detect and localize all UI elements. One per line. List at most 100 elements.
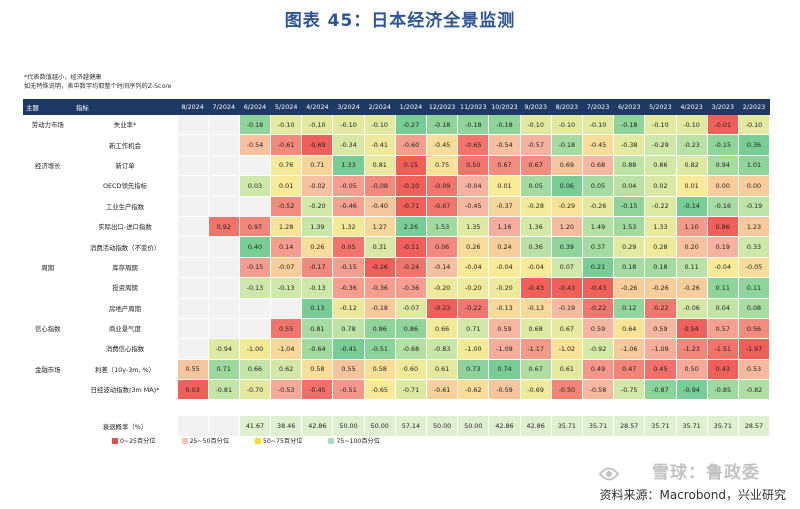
table-cell: 0.78 bbox=[332, 318, 365, 340]
table-cell: -0.09 bbox=[426, 175, 459, 197]
table-cell: -0.65 bbox=[457, 134, 490, 156]
row-indicator-label: 利差（10y-3m, %） bbox=[73, 359, 178, 381]
note-lower-better: *代表数值越小，经济越健康 bbox=[24, 74, 102, 81]
table-cell: -0.29 bbox=[551, 196, 583, 217]
table-cell: 0.55 bbox=[177, 359, 209, 381]
column-header: 1/2024 bbox=[395, 99, 427, 115]
table-cell: -0.22 bbox=[457, 298, 490, 319]
table-cell bbox=[208, 236, 240, 258]
table-cell: 0.59 bbox=[644, 318, 677, 340]
recession-cell: 35.71 bbox=[676, 415, 708, 437]
table-cell: -0.18 bbox=[551, 134, 583, 156]
table-cell: 0.01 bbox=[270, 175, 303, 197]
table-cell: -0.05 bbox=[738, 257, 771, 279]
row-group-label bbox=[23, 216, 74, 238]
table-cell: -0.43 bbox=[582, 277, 615, 299]
table-cell: -0.18 bbox=[613, 115, 646, 136]
table-row: 劳动力市场 失业率* -0.18 -0.10 -0.10 -0.10 -0.10 -0.27-… bbox=[23, 115, 771, 136]
table-cell: -0.64 bbox=[301, 338, 334, 360]
table-cell: 1.28 bbox=[270, 216, 303, 238]
table-cell: 0.59 bbox=[488, 318, 521, 340]
table-cell: -0.18 bbox=[488, 115, 521, 136]
table-cell: -0.50 bbox=[551, 379, 583, 401]
table-cell: -0.26 bbox=[582, 196, 615, 217]
table-row: 投资周期 -0.13 -0.13 -0.13 -0.36 -0.36 -0.36 -0.20-… bbox=[23, 277, 771, 299]
table-cell: 0.04 bbox=[613, 175, 646, 197]
table-cell: -0.15 bbox=[613, 196, 646, 217]
table-cell: -0.15 bbox=[707, 134, 739, 156]
table-cell: 0.40 bbox=[239, 236, 272, 258]
table-cell: 0.05 bbox=[582, 175, 615, 197]
table-cell: 0.00 bbox=[707, 175, 739, 197]
table-cell: -0.40 bbox=[364, 196, 396, 217]
header-theme: 主题 bbox=[23, 99, 73, 115]
column-header: 8/2024 bbox=[177, 99, 209, 115]
row-indicator-label: OECD领先指标 bbox=[73, 175, 178, 197]
table-cell: -0.53 bbox=[270, 379, 303, 401]
row-indicator-label: 投资周期 bbox=[73, 277, 178, 299]
source-note: 资料来源：Macrobond，兴业研究 bbox=[599, 488, 787, 502]
table-cell bbox=[177, 115, 209, 136]
table-cell: 0.15 bbox=[395, 155, 428, 177]
recession-cell: 35.71 bbox=[707, 415, 739, 437]
recession-cell: 50.00 bbox=[426, 415, 459, 437]
table-cell: -0.19 bbox=[551, 298, 583, 319]
recession-cell bbox=[177, 415, 209, 437]
table-cell: 0.71 bbox=[301, 155, 334, 177]
table-cell: -0.16 bbox=[707, 196, 739, 217]
table-cell bbox=[270, 298, 303, 319]
table-cell: -0.28 bbox=[520, 196, 552, 217]
table-cell bbox=[208, 257, 240, 279]
table-cell: 0.82 bbox=[676, 155, 708, 177]
table-row: 工业生产指数 -0.52 -0.20 -0.46 -0.40 -0.71 -0.67 -0.4… bbox=[23, 196, 771, 217]
table-cell: 0.86 bbox=[364, 318, 396, 340]
table-cell: -0.61 bbox=[426, 379, 459, 401]
table-cell: -0.04 bbox=[457, 175, 490, 197]
table-cell: -0.87 bbox=[644, 379, 677, 401]
legend-label: 25~50百分位 bbox=[189, 438, 230, 445]
table-cell: 0.69 bbox=[551, 155, 583, 177]
table-cell: -0.10 bbox=[364, 115, 396, 136]
table-cell: 0.86 bbox=[644, 155, 677, 177]
table-cell: -0.70 bbox=[239, 379, 272, 401]
table-cell: -0.20 bbox=[301, 196, 334, 217]
table-cell: 0.03 bbox=[239, 175, 272, 197]
table-cell: -0.06 bbox=[676, 298, 708, 319]
table-row: 房地产周期 0.13 -0.12 -0.18 -0.07 -0.23 -0.22 -0.13-… bbox=[23, 298, 771, 319]
recession-cell: 28.57 bbox=[613, 415, 646, 437]
table-cell: -0.45 bbox=[301, 379, 334, 401]
table-cell: -0.43 bbox=[551, 277, 583, 299]
note-zscore: 如无特殊说明，表中数字均取整个时间序列的Z-Score bbox=[24, 83, 172, 90]
row-indicator-label: 实际出口-进口指数 bbox=[73, 216, 178, 238]
spacer-row bbox=[23, 407, 771, 417]
table-cell: 0.81 bbox=[364, 155, 396, 177]
table-cell: -0.83 bbox=[426, 338, 459, 360]
table-cell bbox=[239, 298, 272, 319]
table-row: 新工作机会 -0.54 -0.61 -0.69 -0.34 -0.41 -0.60 -0.45… bbox=[23, 134, 771, 156]
column-header: 10/2023 bbox=[488, 99, 521, 115]
table-cell: 0.75 bbox=[426, 155, 459, 177]
table-cell: -0.60 bbox=[395, 134, 428, 156]
table-cell: 0.92 bbox=[208, 216, 240, 238]
row-group-label bbox=[23, 134, 74, 156]
table-cell: -1.51 bbox=[707, 338, 739, 360]
table-cell: 1.49 bbox=[582, 216, 615, 238]
table-cell: -0.12 bbox=[332, 298, 365, 319]
table-cell: 2.26 bbox=[395, 216, 428, 238]
legend-label: 50~75百分位 bbox=[263, 438, 303, 445]
table-cell: -0.26 bbox=[364, 257, 396, 279]
table-cell bbox=[208, 318, 240, 340]
table-cell: 0.47 bbox=[613, 359, 646, 381]
table-cell: 1.33 bbox=[644, 216, 677, 238]
column-header: 3/2023 bbox=[707, 99, 739, 115]
table-cell: 0.76 bbox=[270, 155, 303, 177]
table-cell: -0.23 bbox=[676, 134, 708, 156]
table-cell: -0.29 bbox=[644, 134, 677, 156]
watermark: 雪球：鲁政委 bbox=[652, 463, 760, 483]
table-cell: -1.06 bbox=[613, 338, 646, 360]
table-cell: 0.36 bbox=[738, 134, 771, 156]
table-cell: 0.81 bbox=[301, 318, 334, 340]
table-cell bbox=[239, 318, 272, 340]
column-header: 2/2023 bbox=[738, 99, 770, 115]
table-cell bbox=[177, 134, 209, 156]
